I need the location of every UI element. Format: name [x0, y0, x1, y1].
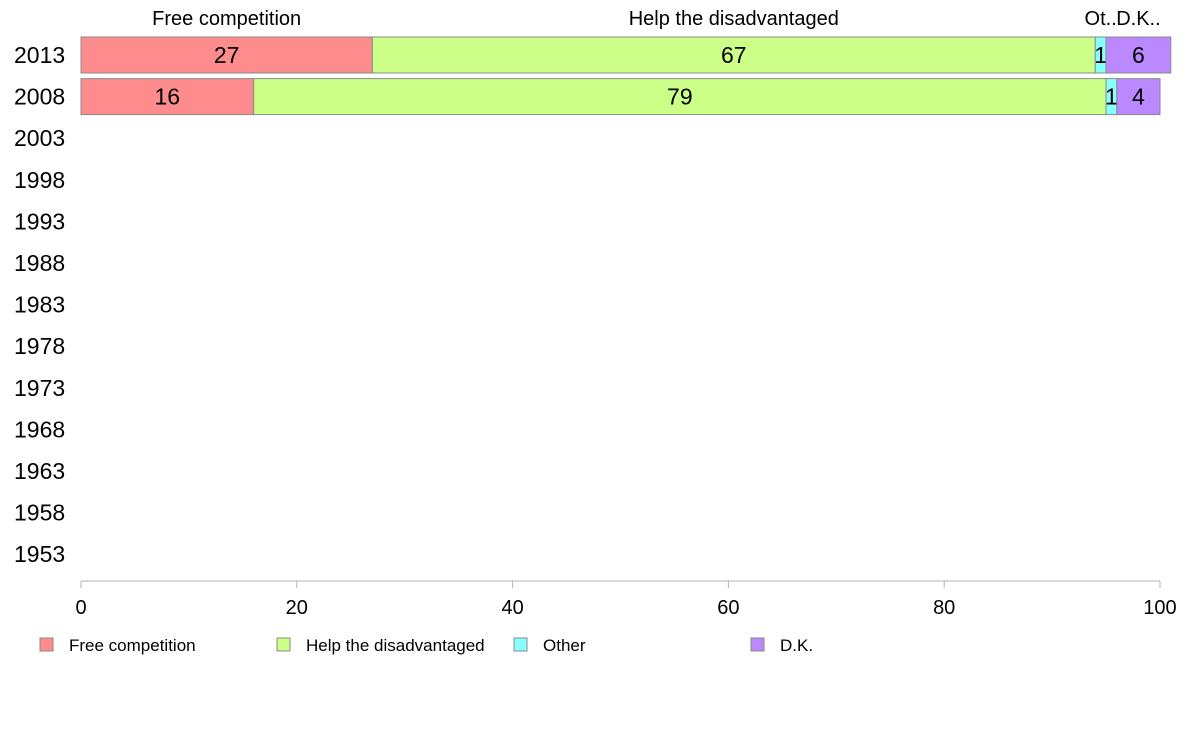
- legend: Free competition Help the disadvantaged Ot…: [39, 636, 813, 655]
- legend-label: Help the disadvantaged: [306, 636, 485, 655]
- legend-label: Free competition: [69, 636, 196, 655]
- legend-label: D.K.: [780, 636, 813, 655]
- x-axis: 0 20 40 60 80 100: [75, 580, 1177, 619]
- category-label: 1983: [14, 292, 65, 318]
- bar-segment: [371, 36, 1096, 74]
- data-label: 16: [155, 84, 181, 110]
- legend-label: Other: [543, 636, 586, 655]
- y-axis-labels: 2013 2008 2003 1998 1993 1988 1983 1978 1973 1968…: [14, 42, 65, 567]
- segment-header: Help the disadvantaged: [629, 8, 839, 30]
- bars: 27 67 1 6 16 79 1 4: [80, 36, 1172, 116]
- data-label: 6: [1132, 42, 1145, 68]
- legend-swatch: [513, 637, 528, 652]
- x-tick-label: 60: [717, 597, 739, 619]
- category-label: 1963: [14, 458, 65, 484]
- category-label: 1988: [14, 250, 65, 276]
- category-label: 2003: [14, 125, 65, 151]
- legend-swatch: [750, 637, 765, 652]
- x-tick-label: 40: [501, 597, 523, 619]
- bar-segment: [253, 78, 1107, 116]
- segment-header: D.K..: [1116, 8, 1160, 30]
- data-label: 1: [1105, 84, 1118, 110]
- segment-header: Ot..: [1085, 8, 1117, 30]
- category-label: 1978: [14, 333, 65, 359]
- segment-headers: Free competition Help the disadvantaged Ot…: [152, 8, 1160, 30]
- data-label: 4: [1132, 84, 1145, 110]
- category-label: 1953: [14, 541, 65, 567]
- x-tick-label: 80: [933, 597, 955, 619]
- category-label: 2008: [14, 84, 65, 110]
- category-label: 1973: [14, 375, 65, 401]
- bar-segment: [1105, 36, 1172, 74]
- data-label: 67: [721, 42, 747, 68]
- x-tick-label: 20: [286, 597, 308, 619]
- segment-header: Free competition: [152, 8, 301, 30]
- x-tick-label: 100: [1143, 597, 1176, 619]
- data-label: 1: [1094, 42, 1107, 68]
- category-label: 1958: [14, 500, 65, 526]
- bar-segment: [80, 36, 373, 74]
- bar-segment: [1116, 78, 1161, 116]
- data-label: 27: [214, 42, 240, 68]
- data-label: 79: [667, 84, 693, 110]
- category-label: 1968: [14, 416, 65, 442]
- category-label: 1998: [14, 167, 65, 193]
- category-label: 2013: [14, 42, 65, 68]
- x-tick-label: 0: [75, 597, 86, 619]
- category-label: 1993: [14, 208, 65, 234]
- legend-swatch: [39, 637, 54, 652]
- legend-swatch: [276, 637, 291, 652]
